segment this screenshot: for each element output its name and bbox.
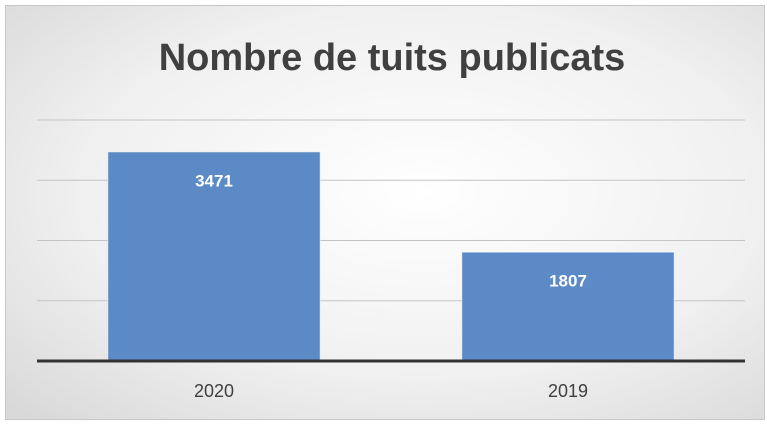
chart-title: Nombre de tuits publicats <box>159 37 626 79</box>
x-tick-label: 2020 <box>194 381 234 401</box>
bar <box>461 251 675 362</box>
data-label: 1807 <box>549 272 587 291</box>
x-tick-label: 2019 <box>548 381 588 401</box>
data-label: 3471 <box>195 171 233 190</box>
